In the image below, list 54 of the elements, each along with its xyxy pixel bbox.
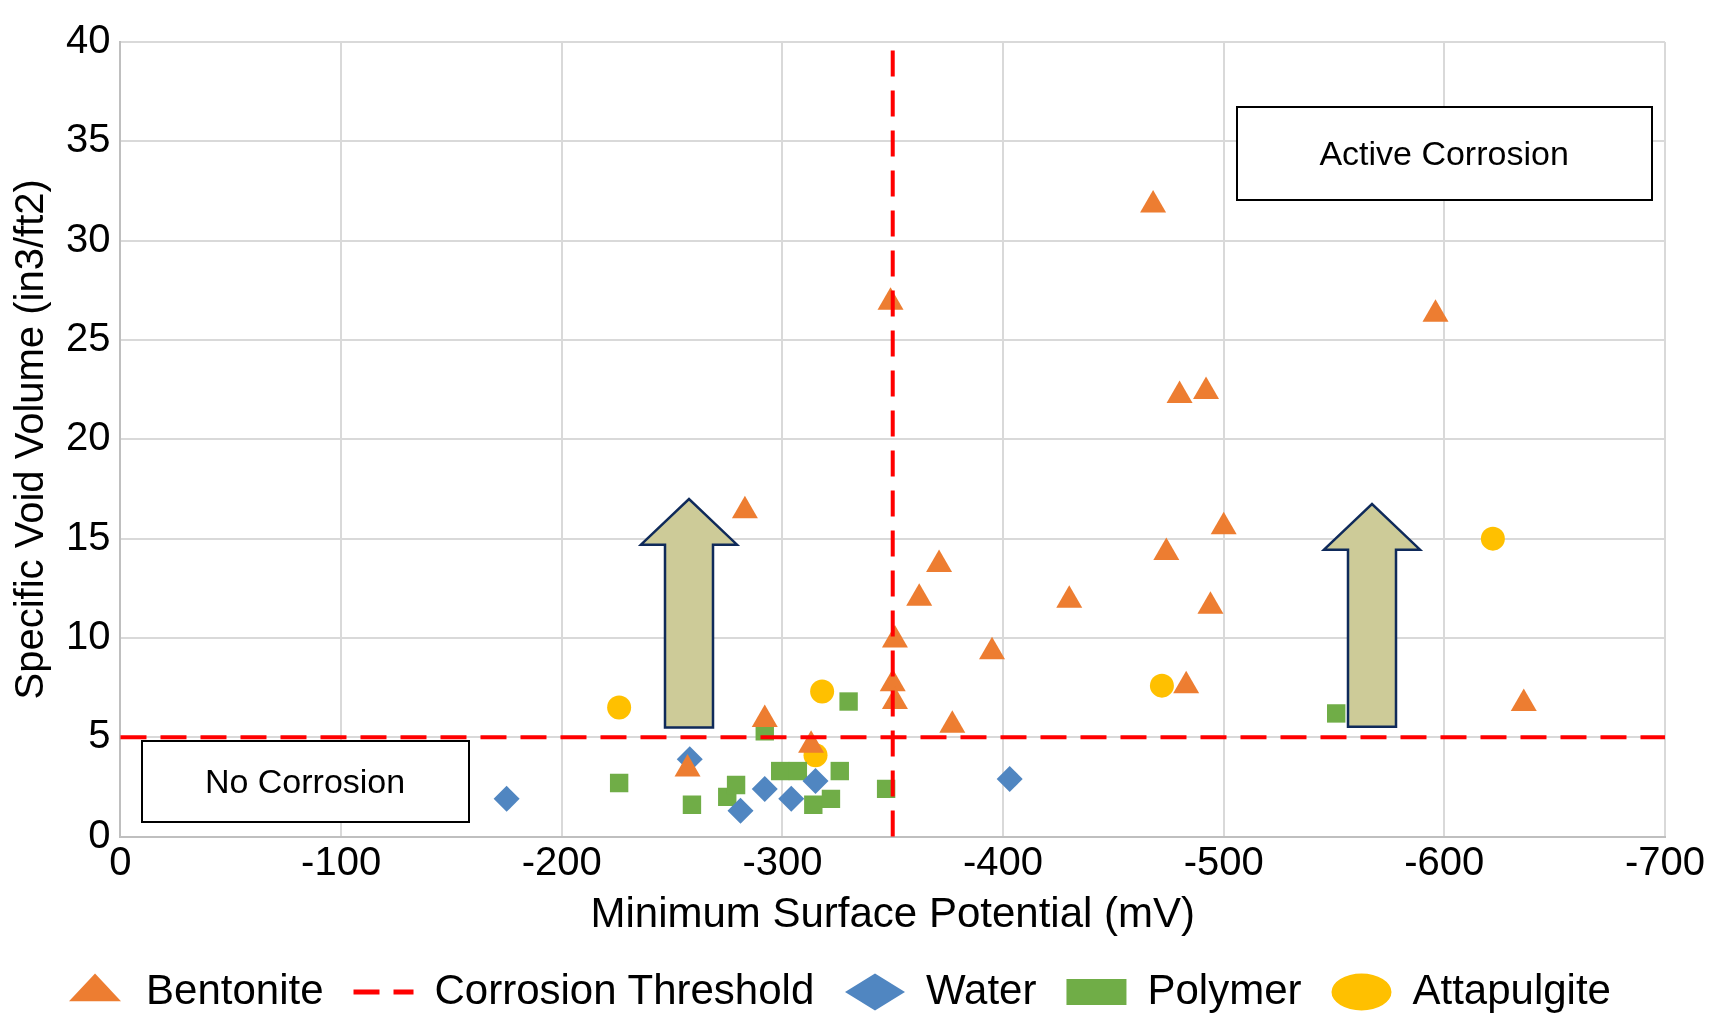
- point: [804, 795, 823, 815]
- legend-label: Corrosion Threshold: [434, 965, 815, 1013]
- point: [726, 775, 746, 795]
- x-axis-title: Minimum Surface Potential (mV): [590, 889, 1195, 937]
- y-tick-label: 25: [65, 315, 111, 360]
- y-tick-label: 40: [65, 17, 111, 62]
- y-tick-label: 20: [65, 414, 111, 459]
- point: [839, 692, 858, 711]
- point: [727, 797, 754, 824]
- point: [926, 549, 953, 572]
- legend-label: Polymer: [1147, 965, 1302, 1013]
- y-tick-label: 30: [65, 215, 111, 260]
- point: [996, 765, 1023, 792]
- x-tick-label: -100: [301, 838, 382, 883]
- y-tick-label: 35: [65, 116, 111, 161]
- y-tick-label: 5: [88, 712, 111, 757]
- point: [1166, 380, 1193, 404]
- x-tick-label: -200: [521, 838, 602, 883]
- point: [788, 761, 808, 781]
- point: [778, 785, 805, 812]
- point: [1140, 189, 1167, 213]
- point: [1210, 511, 1237, 535]
- point: [1193, 376, 1220, 400]
- x-tick-label: -500: [1183, 838, 1264, 883]
- text-box: Active Corrosion: [1235, 105, 1653, 201]
- x-tick-label: -400: [963, 838, 1044, 883]
- point: [1149, 673, 1174, 698]
- point: [810, 679, 835, 704]
- point: [751, 775, 778, 802]
- text-box: No Corrosion: [140, 739, 470, 824]
- y-tick-label: 15: [65, 513, 111, 558]
- point: [1422, 299, 1449, 322]
- point: [906, 583, 933, 606]
- point: [493, 785, 520, 812]
- legend-label: Bentonite: [146, 965, 324, 1013]
- point: [1153, 537, 1180, 561]
- point: [609, 773, 629, 793]
- point: [1056, 585, 1083, 608]
- x-tick-label: -600: [1404, 838, 1485, 883]
- x-tick-label: -700: [1624, 838, 1705, 883]
- point: [682, 795, 702, 815]
- point: [771, 761, 790, 781]
- legend-label: Water: [926, 965, 1037, 1013]
- point: [830, 761, 849, 781]
- point: [607, 695, 632, 720]
- point: [731, 495, 758, 519]
- point: [1327, 704, 1346, 723]
- y-tick-label: 10: [65, 612, 111, 657]
- x-tick-label: -300: [742, 838, 823, 883]
- legend-label: Attapulgite: [1412, 965, 1611, 1013]
- y-axis-title: Specific Void Volume (in3/ft2): [7, 179, 52, 700]
- point: [1197, 591, 1224, 614]
- point: [821, 789, 841, 809]
- point: [802, 767, 829, 794]
